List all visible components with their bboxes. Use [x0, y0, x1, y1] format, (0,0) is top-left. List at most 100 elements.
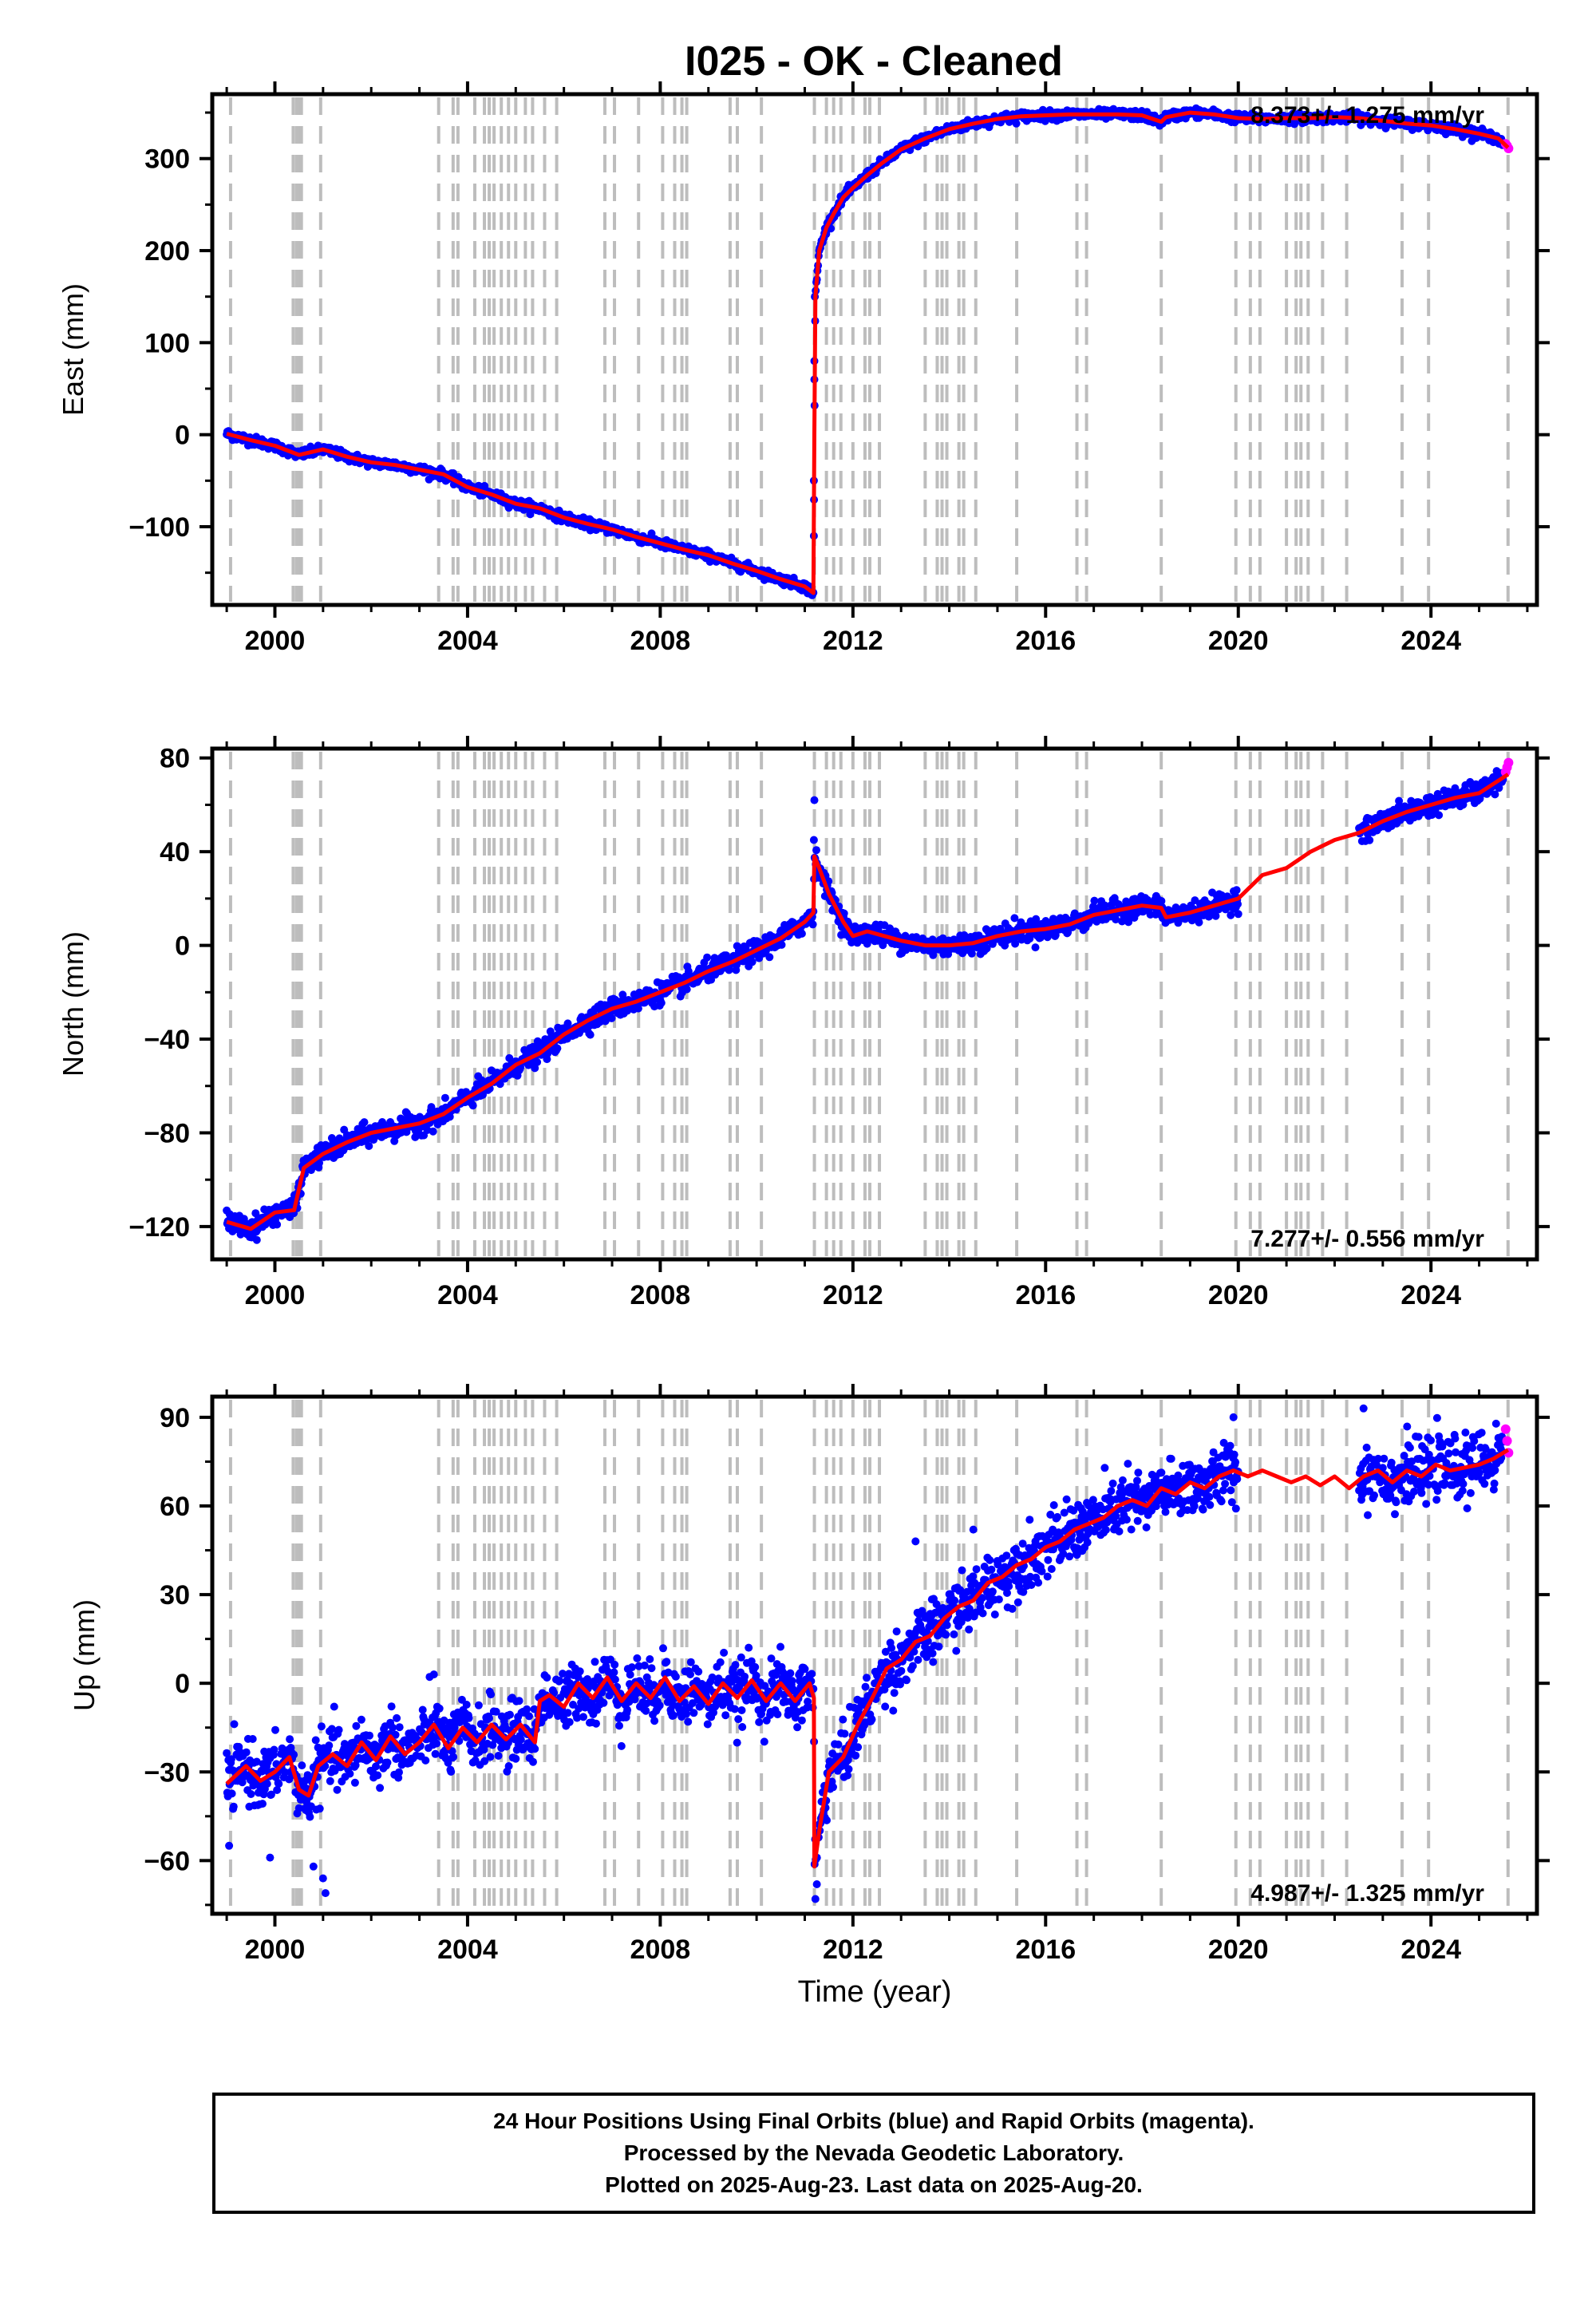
data-point	[395, 1768, 403, 1777]
data-point	[275, 1780, 283, 1788]
final-orbit-points	[223, 1404, 1507, 1903]
y-tick-label: 300	[144, 144, 190, 175]
x-tick-label: 2004	[437, 626, 498, 656]
data-point	[259, 1800, 267, 1808]
data-point	[365, 1731, 373, 1740]
rate-annotation: 7.277+/- 0.556 mm/yr	[1250, 1226, 1484, 1252]
data-point	[350, 1778, 359, 1787]
data-point	[365, 1142, 373, 1150]
data-point	[418, 1705, 427, 1714]
data-point	[248, 1735, 257, 1743]
data-point	[330, 1766, 339, 1775]
y-axis-label: East (mm)	[57, 283, 89, 416]
x-tick-label: 2000	[245, 626, 306, 656]
data-point	[1088, 903, 1097, 911]
data-point	[333, 1785, 342, 1794]
x-tick-label: 2008	[630, 1280, 691, 1310]
rate-annotation: 8.373+/- 1.275 mm/yr	[1250, 102, 1484, 128]
data-point	[326, 1777, 334, 1785]
event-lines	[228, 752, 1510, 1256]
data-point	[227, 1789, 236, 1798]
data-point	[346, 1769, 354, 1778]
data-point	[1365, 836, 1374, 844]
data-point	[531, 1064, 539, 1073]
data-point	[330, 1702, 338, 1711]
data-point	[1227, 911, 1235, 919]
data-point	[263, 1780, 271, 1788]
data-point	[1122, 897, 1131, 906]
x-tick-label: 2024	[1400, 626, 1461, 656]
rapid-point	[1503, 757, 1514, 768]
data-point	[230, 1720, 239, 1729]
x-tick-label: 2024	[1400, 1280, 1461, 1310]
data-point	[267, 1790, 275, 1799]
data-point	[741, 945, 750, 954]
data-point	[303, 1771, 312, 1780]
data-point	[421, 1756, 430, 1765]
data-point	[703, 953, 712, 962]
x-tick-label: 2012	[823, 1280, 883, 1310]
data-point	[270, 1745, 279, 1754]
data-point	[468, 1101, 477, 1110]
data-point	[553, 1044, 562, 1053]
y-tick-label: 0	[175, 421, 190, 451]
data-point	[229, 1802, 238, 1811]
data-point	[372, 1762, 380, 1771]
data-point	[373, 1771, 382, 1780]
x-tick-label: 2016	[1015, 626, 1076, 656]
data-point	[586, 1030, 595, 1039]
data-point	[1433, 789, 1442, 798]
data-point	[1195, 918, 1203, 927]
data-point	[496, 1080, 504, 1089]
data-point	[1032, 915, 1041, 923]
data-point	[315, 1804, 324, 1813]
data-point	[376, 1784, 385, 1792]
x-tick-label: 2008	[630, 626, 691, 656]
data-point	[389, 1723, 397, 1732]
data-point	[1491, 790, 1499, 799]
data-point	[1232, 886, 1241, 895]
data-point	[351, 1761, 360, 1769]
data-point	[1031, 943, 1040, 952]
data-point	[1043, 933, 1052, 942]
data-point	[433, 1739, 441, 1748]
data-point	[298, 1761, 306, 1770]
data-point	[429, 1127, 437, 1136]
data-point	[238, 1778, 247, 1787]
y-tick-label: −80	[144, 1118, 190, 1148]
data-point	[273, 1786, 282, 1794]
data-point	[810, 796, 819, 804]
data-point	[247, 1790, 255, 1798]
data-point	[1090, 896, 1099, 905]
data-point	[352, 1721, 361, 1730]
data-point	[311, 1736, 320, 1745]
y-tick-label: −40	[144, 1025, 190, 1055]
data-point	[1234, 910, 1242, 919]
data-point	[286, 1735, 294, 1744]
x-tick-label: 2000	[245, 1280, 306, 1310]
data-point	[325, 1741, 334, 1750]
data-point	[1395, 796, 1404, 805]
data-point	[273, 1220, 282, 1229]
x-tick-label: 2012	[823, 626, 883, 656]
y-tick-label: 40	[160, 837, 190, 868]
y-tick-label: −120	[128, 1212, 190, 1243]
model-line	[226, 110, 1510, 595]
data-point	[411, 1132, 420, 1141]
data-point	[1211, 911, 1220, 920]
data-point	[982, 944, 991, 953]
data-point	[777, 940, 786, 949]
data-point	[252, 1757, 261, 1766]
data-point	[252, 1235, 261, 1244]
data-point	[258, 1767, 267, 1776]
data-point	[1100, 901, 1109, 910]
x-tick-label: 2020	[1208, 1280, 1269, 1310]
data-point	[808, 920, 817, 929]
y-tick-label: 200	[144, 236, 190, 267]
data-point	[960, 931, 969, 939]
data-point	[360, 1118, 369, 1127]
data-point	[1495, 784, 1503, 792]
data-point	[227, 1755, 235, 1764]
